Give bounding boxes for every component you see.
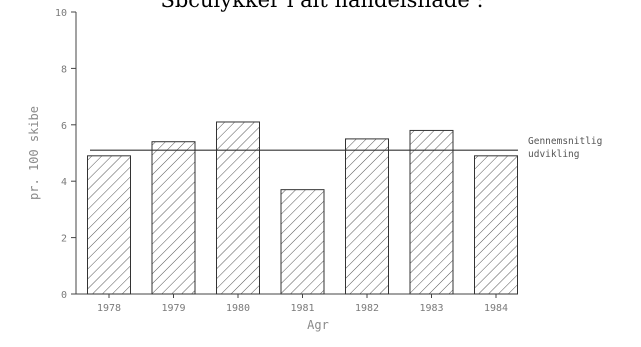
y-tick-labels: 0 2 4 6 8 10 [55, 8, 76, 301]
bar-1981 [280, 189, 325, 295]
chart-title: Sbculykker i alt handelsflåde : [160, 0, 483, 12]
y-tick-label: 0 [61, 290, 67, 301]
y-tick-label: 8 [61, 64, 67, 75]
bar-1984 [474, 155, 518, 295]
reference-line-label-1: Gennemsnitlig [528, 136, 602, 147]
reference-line-label-2: udvikling [528, 149, 579, 160]
x-tick-label: 1982 [355, 303, 379, 314]
bar-1980 [216, 121, 260, 295]
x-tick-label: 1980 [226, 303, 250, 314]
bars [87, 121, 518, 295]
x-tick-label: 1978 [97, 303, 121, 314]
bar-1979 [151, 141, 196, 295]
y-axis-label: pr. 100 skibe [27, 106, 41, 200]
bar-1978 [87, 155, 131, 295]
y-tick-label: 10 [55, 8, 67, 19]
x-tick-label: 1979 [161, 303, 185, 314]
y-tick-label: 6 [61, 121, 67, 132]
x-tick-label: 1983 [419, 303, 443, 314]
x-axis-label: Agr [307, 318, 329, 332]
x-tick-labels: 1978 1979 1980 1981 1982 1983 1984 [97, 294, 508, 314]
y-tick-label: 4 [61, 177, 67, 188]
x-tick-label: 1984 [484, 303, 508, 314]
x-tick-label: 1981 [290, 303, 314, 314]
bar-1982 [345, 138, 389, 295]
y-tick-label: 2 [61, 234, 67, 245]
bar-1983 [409, 129, 454, 295]
